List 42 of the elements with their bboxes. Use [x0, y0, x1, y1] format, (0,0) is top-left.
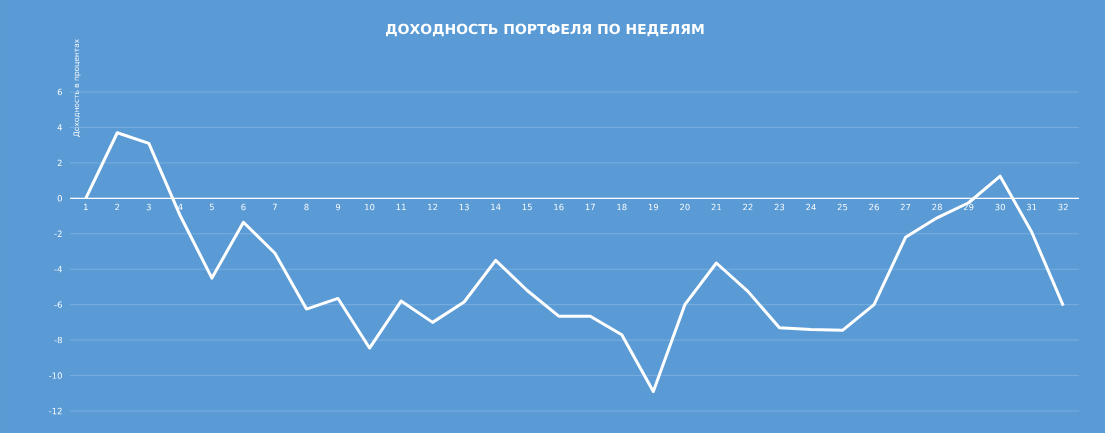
x-tick-label: 26	[869, 203, 879, 211]
y-tick-label: -6	[54, 301, 62, 308]
y-tick-label: 6	[57, 88, 62, 96]
x-tick-label: 24	[806, 203, 816, 211]
x-tick-label: 14	[491, 203, 501, 211]
x-tick-label: 31	[1026, 203, 1037, 211]
x-tick-label: 3	[146, 203, 151, 211]
x-tick-label: 2	[115, 203, 120, 211]
y-tick-label: -2	[54, 230, 62, 237]
chart-title: ДОХОДНОСТЬ ПОРТФЕЛЯ ПО НЕДЕЛЯМ	[386, 23, 704, 37]
x-tick-label: 27	[900, 203, 911, 211]
x-tick-label: 16	[554, 203, 564, 211]
x-tick-label: 19	[648, 203, 659, 211]
x-tick-label: 28	[932, 203, 942, 211]
y-tick-label: 4	[57, 124, 63, 131]
x-tick-label: 18	[617, 203, 627, 211]
x-tick-label: 5	[209, 203, 214, 211]
y-tick-label: 2	[57, 159, 62, 167]
y-tick-label: -10	[49, 372, 62, 379]
x-tick-label: 20	[680, 203, 690, 211]
x-tick-label: 21	[711, 203, 721, 211]
x-tick-label: 12	[428, 203, 438, 211]
y-tick-label: -12	[49, 407, 62, 415]
x-tick-label: 7	[272, 203, 277, 211]
x-tick-label: 30	[995, 203, 1005, 211]
y-tick-label: 0	[57, 195, 62, 202]
x-tick-label: 15	[522, 203, 532, 211]
x-tick-label: 8	[304, 203, 309, 211]
x-tick-label: 10	[365, 203, 375, 211]
x-tick-label: 1	[84, 203, 88, 211]
x-tick-label: 25	[837, 203, 848, 211]
y-tick-label: -4	[54, 266, 63, 273]
x-tick-label: 22	[743, 203, 753, 211]
y-tick-label: -8	[54, 336, 62, 344]
x-tick-label: 13	[459, 203, 469, 211]
x-tick-label: 32	[1058, 203, 1068, 211]
x-tick-label: 9	[335, 203, 341, 211]
x-tick-label: 6	[241, 203, 246, 211]
x-tick-label: 4	[178, 203, 183, 211]
x-tick-label: 17	[585, 203, 595, 211]
x-tick-label: 23	[774, 203, 785, 211]
x-tick-label: 11	[396, 203, 406, 211]
